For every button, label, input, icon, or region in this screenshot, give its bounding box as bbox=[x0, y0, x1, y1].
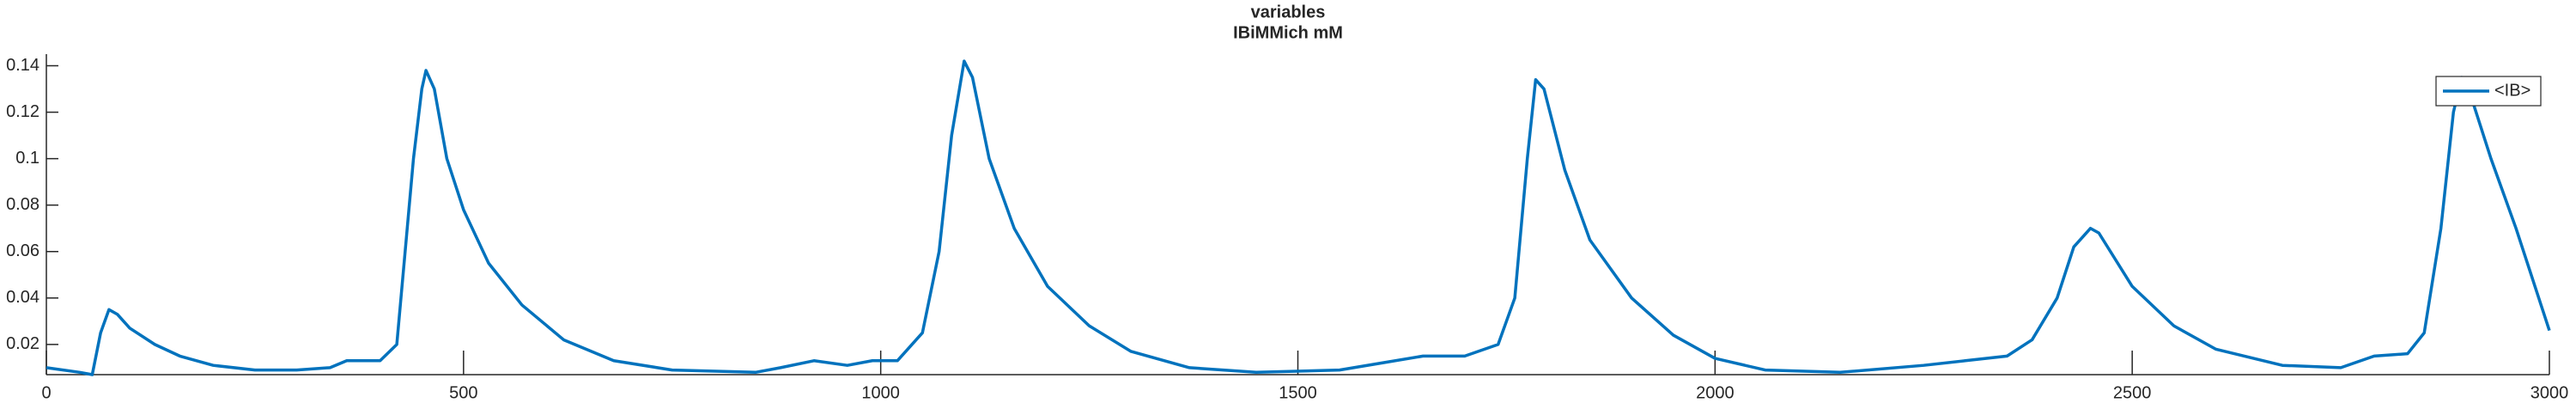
x-tick-label: 1500 bbox=[1279, 383, 1317, 402]
data-line bbox=[46, 59, 2551, 376]
x-tick-label: 500 bbox=[449, 383, 477, 402]
x-tick-label: 2000 bbox=[1696, 383, 1735, 402]
x-tick-label: 0 bbox=[41, 383, 51, 402]
x-tick-label: 1000 bbox=[861, 383, 900, 402]
y-tick-label: 0.1 bbox=[15, 149, 39, 168]
x-tick-label: 2500 bbox=[2113, 383, 2152, 402]
y-tick-label: 0.06 bbox=[6, 241, 39, 260]
x-tick-label: 3000 bbox=[2530, 383, 2569, 402]
chart-subtitle: IBiMMich mM bbox=[1233, 23, 1343, 42]
legend-label: <IB> bbox=[2494, 81, 2530, 100]
y-tick-label: 0.12 bbox=[6, 102, 39, 121]
chart-title: variables bbox=[1251, 3, 1326, 21]
y-tick-label: 0.04 bbox=[6, 288, 39, 307]
y-tick-label: 0.02 bbox=[6, 334, 39, 353]
y-tick-label: 0.14 bbox=[6, 56, 39, 75]
y-tick-label: 0.08 bbox=[6, 195, 39, 214]
